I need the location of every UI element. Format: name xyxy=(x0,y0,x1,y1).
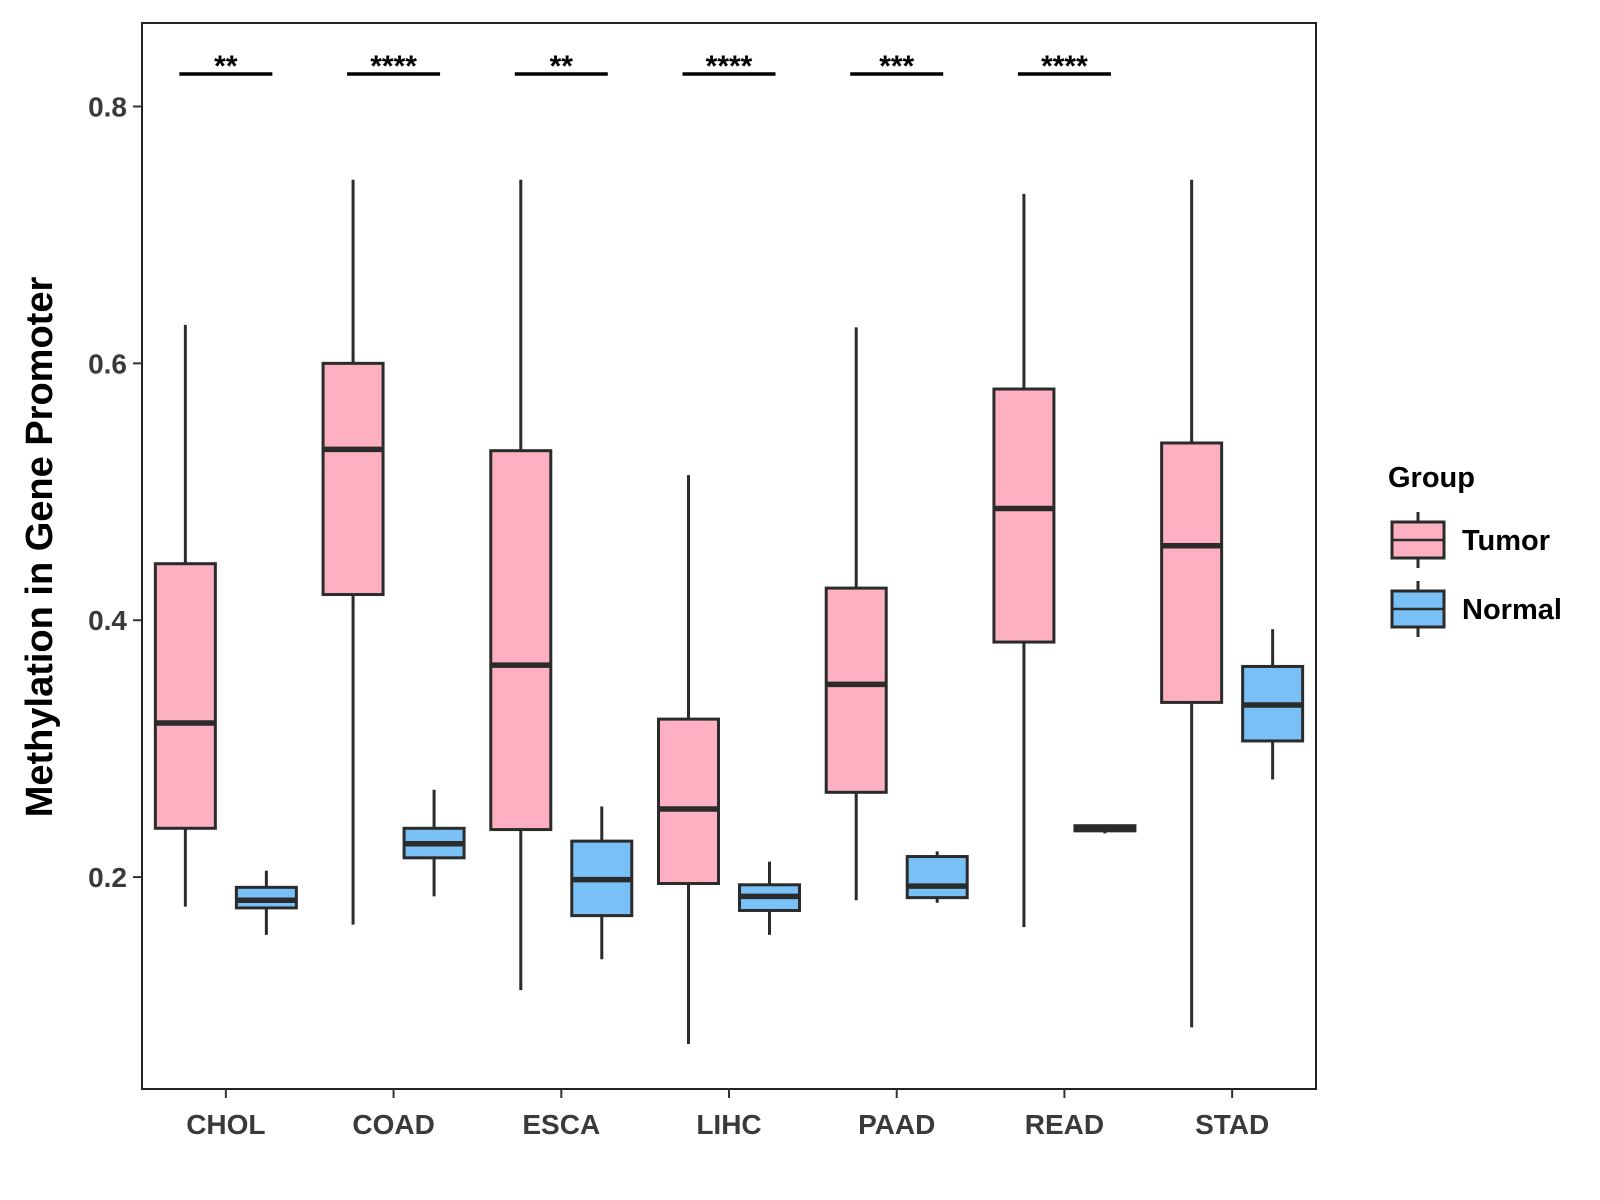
box-tumor-lihc xyxy=(657,475,720,1045)
x-axis: CHOL COAD ESCA LIHC PAAD READ STAD xyxy=(186,1089,1269,1140)
box-tumor-paad xyxy=(824,327,888,901)
box-body xyxy=(824,586,888,794)
y-tick-label: 0.6 xyxy=(88,348,127,379)
x-tick-label: COAD xyxy=(352,1109,434,1140)
significance-label: ** xyxy=(550,50,574,83)
box-normal-chol xyxy=(234,870,298,935)
box-normal-esca xyxy=(570,806,634,960)
plot-frame xyxy=(141,22,1317,1090)
box-body xyxy=(321,361,385,597)
legend: Group Tumor Normal xyxy=(1388,462,1562,637)
box-tumor-chol xyxy=(153,324,217,907)
box-normal-lihc xyxy=(738,861,801,935)
significance-label: **** xyxy=(1041,50,1088,83)
y-tick-label: 0.4 xyxy=(88,605,127,636)
box-normal-coad xyxy=(402,789,466,897)
x-tick-label: ESCA xyxy=(522,1109,600,1140)
significance-label: ** xyxy=(214,50,238,83)
box-body xyxy=(905,855,969,900)
plot-area: ** **** ** **** *** **** xyxy=(141,22,1317,1090)
box-body xyxy=(489,449,553,832)
x-tick-label: PAAD xyxy=(858,1109,935,1140)
legend-label-tumor: Tumor xyxy=(1462,525,1550,557)
y-axis: 0.2 0.4 0.6 0.8 xyxy=(88,91,142,893)
x-tick-label: STAD xyxy=(1195,1109,1269,1140)
significance-label: *** xyxy=(879,50,914,83)
x-tick-label: LIHC xyxy=(696,1109,761,1140)
box-tumor-esca xyxy=(489,179,553,991)
box-tumor-coad xyxy=(321,179,385,925)
legend-label-normal: Normal xyxy=(1462,594,1562,626)
box-tumor-read xyxy=(992,193,1056,928)
significance-label: **** xyxy=(370,50,417,83)
box-normal-stad xyxy=(1241,629,1305,780)
y-tick-label: 0.8 xyxy=(88,91,127,122)
box-body xyxy=(992,387,1056,644)
x-tick-label: READ xyxy=(1025,1109,1104,1140)
box-body xyxy=(657,717,720,886)
box-body xyxy=(1160,441,1224,704)
legend-title: Group xyxy=(1388,462,1475,494)
box-tumor-stad xyxy=(1160,179,1224,1028)
y-axis-title: Methylation in Gene Promoter xyxy=(19,277,61,818)
box-body xyxy=(153,562,217,830)
significance-label: **** xyxy=(706,50,753,83)
x-tick-label: CHOL xyxy=(186,1109,265,1140)
y-tick-label: 0.2 xyxy=(88,862,127,893)
box-normal-paad xyxy=(905,851,969,903)
box-normal-read xyxy=(1073,824,1137,834)
